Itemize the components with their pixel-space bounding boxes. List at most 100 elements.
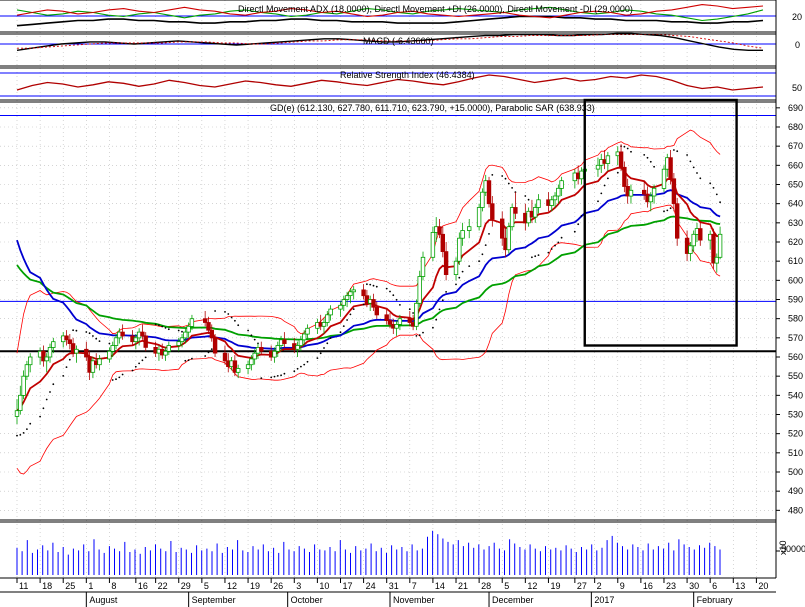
price-tick-label: 680 [788, 122, 803, 132]
x-day-tick-label: 11 [19, 581, 28, 591]
parabolic-sar-dot [134, 365, 137, 368]
price-tick-label: 610 [788, 256, 803, 266]
month-label: September [192, 595, 236, 605]
candle-body [675, 203, 680, 239]
parabolic-sar-dot [85, 331, 88, 333]
parabolic-sar-dot [214, 310, 217, 312]
candle-body [67, 339, 72, 344]
parabolic-sar-dot [300, 365, 302, 368]
price-tick-label: 560 [788, 352, 803, 362]
parabolic-sar-dot [352, 308, 355, 310]
candle-body [407, 318, 412, 323]
parabolic-sar-dot [260, 377, 263, 379]
parabolic-sar-dot [550, 248, 553, 250]
x-day-tick-label: 2 [597, 581, 602, 591]
parabolic-sar-dot [699, 177, 702, 180]
parabolic-sar-dot [560, 236, 563, 239]
parabolic-sar-dot [501, 175, 504, 177]
parabolic-sar-dot [537, 254, 540, 256]
candle-body [486, 180, 492, 205]
parabolic-sar-dot [676, 150, 679, 153]
candle-body [41, 350, 46, 362]
candle-body [460, 230, 465, 239]
candle-body [209, 329, 214, 339]
parabolic-sar-dot [455, 283, 457, 286]
macd-title: MACD (-6.43660) [363, 36, 434, 46]
x-day-tick-label: 9 [620, 581, 625, 591]
month-label: November [393, 595, 435, 605]
parabolic-sar-dot [692, 166, 695, 169]
adx-title: Directl Movement ADX (18.0000), Directl … [238, 4, 633, 14]
parabolic-sar-dot [42, 407, 45, 410]
candle-body [47, 346, 53, 358]
price-tick-label: 530 [788, 410, 803, 420]
parabolic-sar-dot [600, 192, 603, 195]
parabolic-sar-dot [141, 359, 144, 362]
parabolic-sar-dot [92, 335, 94, 337]
candle-body [374, 306, 379, 316]
parabolic-sar-dot [418, 334, 421, 337]
x-day-tick-label: 23 [666, 581, 676, 591]
candle-body [90, 360, 96, 373]
candle-body [321, 322, 327, 327]
x-day-tick-label: 24 [366, 581, 376, 591]
x-day-tick-label: 12 [527, 581, 537, 591]
parabolic-sar-dot [663, 210, 665, 213]
price-tick-label: 600 [788, 275, 803, 285]
parabolic-sar-dot [669, 207, 672, 210]
price-tick-label: 620 [788, 237, 803, 247]
parabolic-sar-dot [250, 334, 253, 337]
parabolic-sar-dot [26, 428, 28, 430]
x-day-tick-label: 16 [643, 581, 653, 591]
candle-body [44, 356, 49, 362]
candle-body [249, 358, 254, 366]
candle-body [717, 233, 723, 258]
price-tick-label: 590 [788, 295, 803, 305]
parabolic-sar-dot [303, 363, 306, 366]
parabolic-sar-dot [227, 313, 230, 315]
price-tick-label: 510 [788, 448, 803, 458]
parabolic-sar-dot [573, 230, 576, 233]
price-tick-label: 670 [788, 141, 803, 151]
parabolic-sar-dot [372, 284, 375, 287]
candle-body [51, 341, 56, 348]
macd-signal-line [17, 34, 764, 49]
candle-body [176, 341, 181, 346]
month-label: August [89, 595, 118, 605]
candle-body [206, 322, 211, 331]
moving-average-mid [16, 189, 721, 350]
candle-body [259, 346, 264, 352]
parabolic-sar-dot [270, 376, 273, 379]
parabolic-sar-dot [646, 156, 649, 159]
month-label: October [291, 595, 323, 605]
x-day-tick-label: 12 [227, 581, 237, 591]
candle-body [21, 375, 26, 396]
adx-tick-label: 20 [792, 12, 802, 22]
x-day-tick-label: 17 [342, 581, 352, 591]
candle-body [552, 195, 558, 201]
candle-body [348, 291, 353, 296]
parabolic-sar-dot [115, 378, 117, 381]
parabolic-sar-dot [531, 256, 533, 259]
parabolic-sar-dot [253, 338, 256, 341]
candle-body [480, 191, 485, 208]
candle-body [222, 352, 228, 362]
price-tick-label: 500 [788, 467, 803, 477]
parabolic-sar-dot [534, 255, 537, 258]
parabolic-sar-dot [138, 362, 141, 365]
candle-body [235, 368, 241, 373]
x-day-tick-label: 25 [65, 581, 75, 591]
parabolic-sar-dot [323, 347, 325, 349]
candle-body [533, 207, 538, 218]
candle-body [688, 245, 693, 254]
candle-body [711, 233, 716, 264]
volume-multiplier-label: x10 [778, 540, 788, 555]
candle-body [107, 350, 112, 360]
candle-body [556, 187, 561, 197]
candle-body [133, 337, 138, 342]
rsi-title: Relative Strength Index (46.4384) [340, 70, 475, 80]
parabolic-sar-dot [458, 276, 461, 279]
parabolic-sar-dot [187, 359, 190, 362]
candle-body [430, 231, 436, 258]
candle-body [443, 251, 449, 276]
